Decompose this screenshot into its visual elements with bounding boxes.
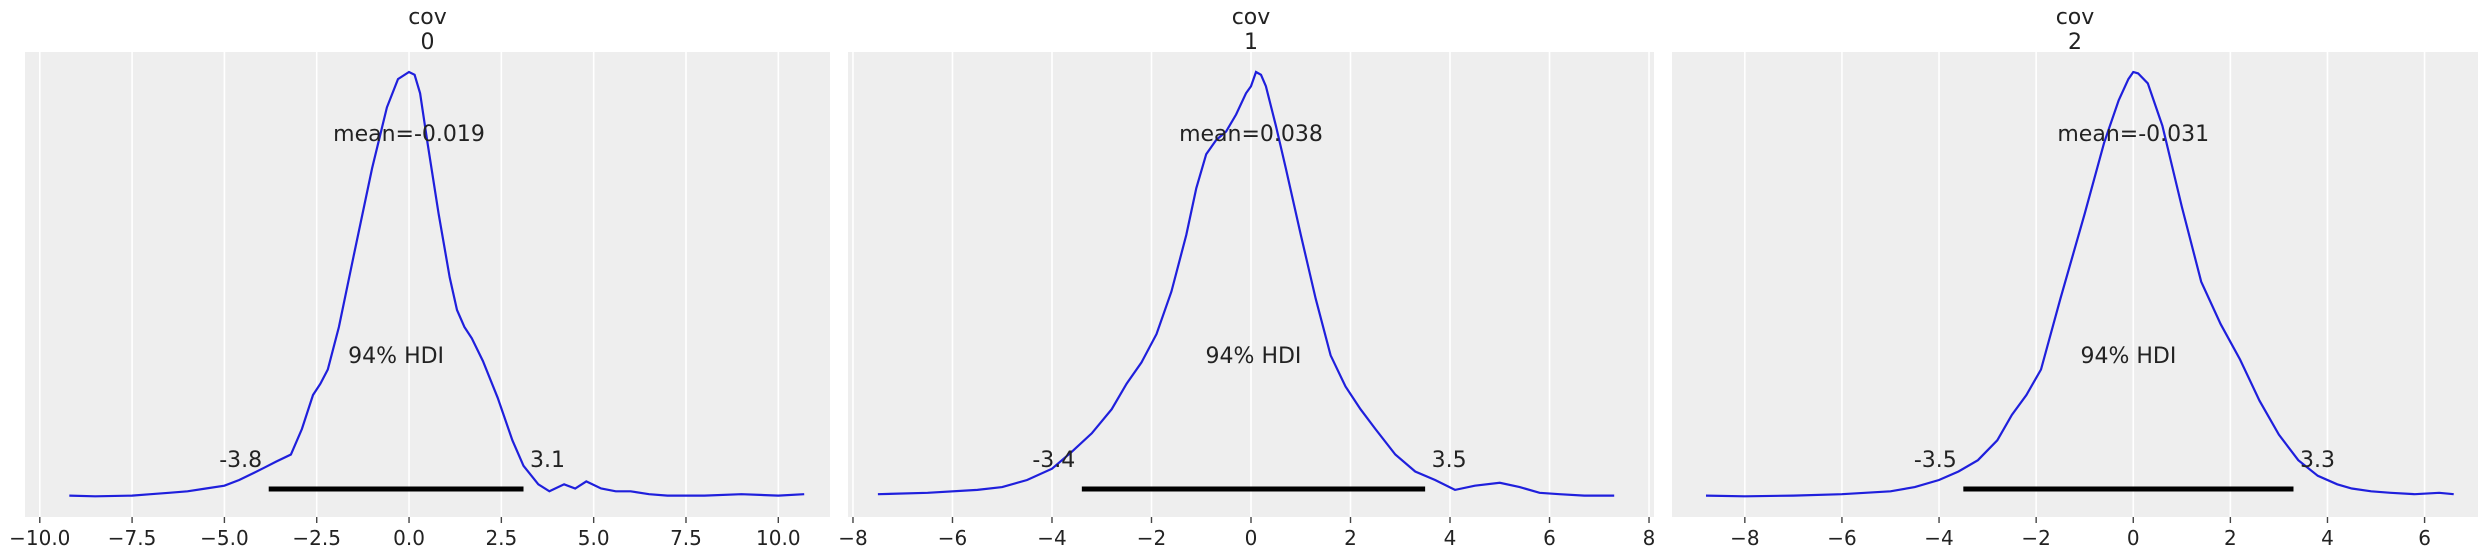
hdi-label: 94% HDI	[348, 344, 444, 369]
x-tick-label: −8	[838, 526, 867, 550]
x-tick-label: −7.5	[108, 526, 157, 550]
hdi-high-label: 3.3	[2300, 448, 2335, 473]
plot-background	[25, 52, 830, 517]
kde-curve	[69, 70, 805, 498]
x-tick-label: 6	[1543, 526, 1556, 550]
x-tick-label: 7.5	[670, 526, 702, 550]
hdi-low-label: -3.8	[219, 448, 262, 473]
x-tick-label: −10.0	[9, 526, 70, 550]
mean-label: mean=-0.031	[2057, 122, 2209, 147]
x-tick-label: −4	[1037, 526, 1066, 550]
kde-curve	[877, 70, 1615, 497]
x-tick-label: 2	[2224, 526, 2237, 550]
kde-curve	[1705, 70, 2454, 498]
x-tick-label: 4	[1444, 526, 1457, 550]
x-tick-label: 8	[1643, 526, 1656, 550]
hdi-high-label: 3.5	[1432, 448, 1467, 473]
x-tick-label: −4	[1924, 526, 1953, 550]
hdi-low-label: -3.5	[1914, 448, 1957, 473]
x-tick-label: 5.0	[578, 526, 610, 550]
panel-title-line: 2	[2068, 30, 2082, 55]
x-tick-label: 10.0	[756, 526, 801, 550]
x-tick-label: 4	[2321, 526, 2334, 550]
x-tick-label: 0	[2127, 526, 2140, 550]
x-tick-label: 0	[1245, 526, 1258, 550]
hdi-low-label: -3.4	[1032, 448, 1075, 473]
x-tick-label: 6	[2418, 526, 2431, 550]
panel-title-line: cov	[408, 5, 447, 30]
x-tick-label: 0.0	[393, 526, 425, 550]
mean-label: mean=0.038	[1179, 122, 1323, 147]
x-tick-label: −6	[1827, 526, 1856, 550]
x-tick-label: −2	[1137, 526, 1166, 550]
x-tick-label: −2.5	[292, 526, 341, 550]
panel-title-line: 1	[1244, 30, 1258, 55]
x-tick-label: −2	[2021, 526, 2050, 550]
panel-title-line: cov	[1232, 5, 1271, 30]
panel-title-line: cov	[2056, 5, 2095, 30]
x-tick-label: −5.0	[200, 526, 249, 550]
x-tick-label: −6	[938, 526, 967, 550]
hdi-high-label: 3.1	[530, 448, 565, 473]
plot-background	[1672, 52, 2478, 517]
hdi-label: 94% HDI	[1206, 344, 1302, 369]
mean-label: mean=-0.019	[333, 122, 485, 147]
x-tick-label: 2	[1344, 526, 1357, 550]
x-tick-label: −8	[1730, 526, 1759, 550]
x-tick-label: 2.5	[485, 526, 517, 550]
hdi-label: 94% HDI	[2080, 344, 2176, 369]
panel-title-line: 0	[421, 30, 435, 55]
